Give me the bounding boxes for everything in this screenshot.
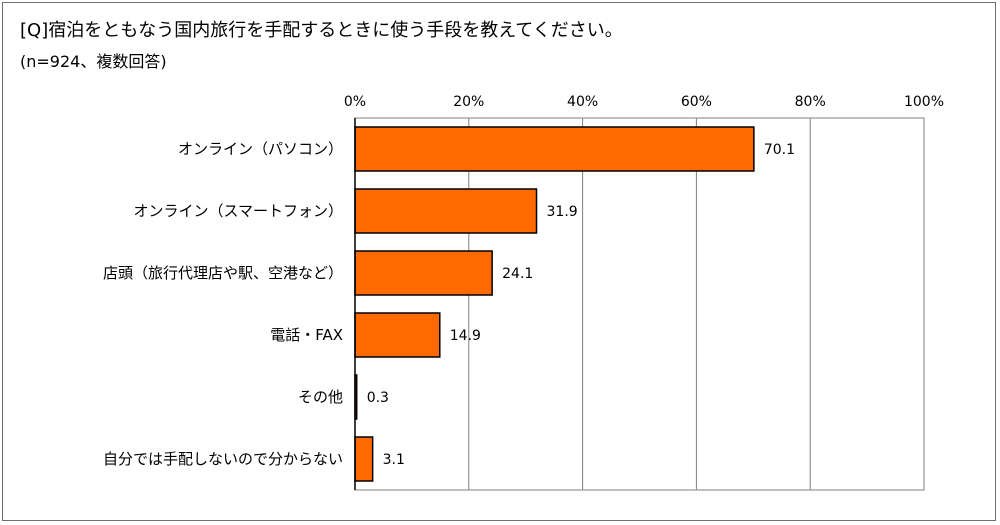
bar bbox=[354, 126, 755, 172]
value-label: 70.1 bbox=[764, 142, 795, 158]
bar bbox=[354, 312, 441, 358]
category-label: その他 bbox=[298, 388, 343, 406]
grid-lines bbox=[468, 118, 811, 490]
x-tick-label: 100% bbox=[904, 94, 944, 110]
x-tick-label: 80% bbox=[795, 94, 826, 110]
question-title: [Q]宿泊をともなう国内旅行を手配するときに使う手段を教えてください。 bbox=[20, 20, 623, 41]
value-label: 3.1 bbox=[383, 452, 405, 468]
bars bbox=[354, 126, 755, 482]
plot-area-border bbox=[354, 117, 925, 491]
bar bbox=[354, 250, 493, 296]
x-axis-ticks: 0% 20% 40% 60% 80% 100% bbox=[344, 94, 944, 110]
category-label: 電話・FAX bbox=[270, 326, 343, 344]
bar bbox=[354, 188, 538, 234]
value-labels: 70.1 31.9 24.1 14.9 0.3 3.1 bbox=[367, 142, 795, 468]
bar bbox=[354, 436, 374, 482]
x-tick-label: 40% bbox=[567, 94, 598, 110]
value-label: 14.9 bbox=[450, 328, 481, 344]
category-labels: オンライン（パソコン） オンライン（スマートフォン） 店頭（旅行代理店や駅、空港など… bbox=[103, 140, 343, 468]
x-tick-label: 60% bbox=[681, 94, 712, 110]
sample-note: (n=924、複数回答) bbox=[20, 52, 167, 71]
value-label: 31.9 bbox=[547, 204, 578, 220]
value-label: 24.1 bbox=[502, 266, 533, 282]
category-label: オンライン（パソコン） bbox=[178, 140, 343, 158]
category-label: オンライン（スマートフォン） bbox=[133, 202, 343, 220]
x-tick-label: 20% bbox=[453, 94, 484, 110]
x-tick-label: 0% bbox=[344, 94, 366, 110]
category-label: 自分では手配しないので分からない bbox=[103, 450, 343, 468]
category-label: 店頭（旅行代理店や駅、空港など） bbox=[103, 264, 343, 282]
value-label: 0.3 bbox=[367, 390, 389, 406]
